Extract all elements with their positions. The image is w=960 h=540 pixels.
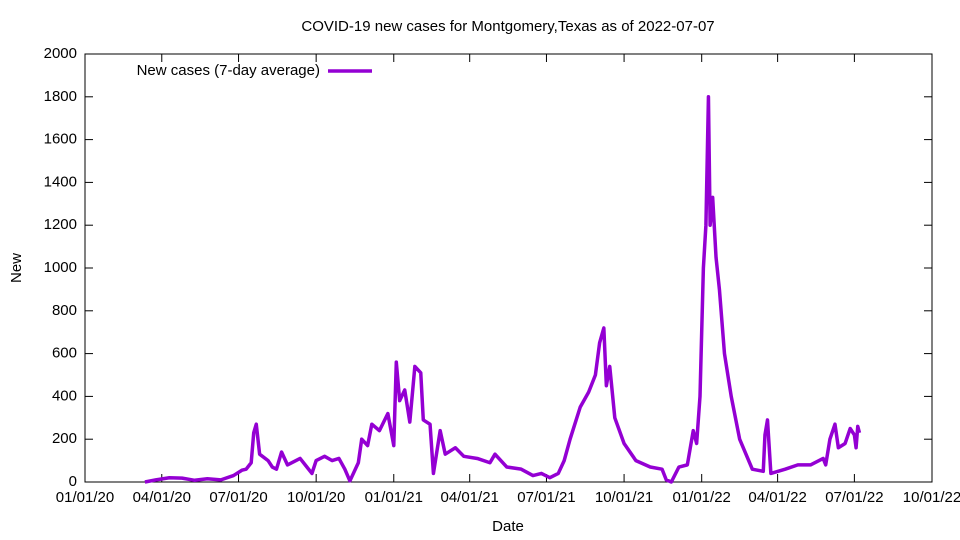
x-tick-label: 07/01/22: [825, 489, 883, 506]
legend-label: New cases (7-day average): [137, 62, 320, 79]
y-tick-label: 1400: [44, 173, 77, 190]
y-tick-label: 400: [52, 387, 77, 404]
x-tick-label: 10/01/20: [287, 489, 345, 506]
chart-title: COVID-19 new cases for Montgomery,Texas …: [301, 18, 714, 35]
x-tick-label: 07/01/20: [209, 489, 267, 506]
x-tick-label: 01/01/22: [672, 489, 730, 506]
plot-frame: [84, 53, 933, 483]
y-tick-label: 1000: [44, 259, 77, 276]
y-tick-label: 200: [52, 430, 77, 447]
x-tick-label: 04/01/21: [440, 489, 498, 506]
x-tick-label: 04/01/22: [748, 489, 806, 506]
y-tick-label: 0: [69, 473, 77, 490]
data-line: [144, 95, 862, 484]
x-tick-label: 01/01/20: [56, 489, 114, 506]
y-axis-label: New: [8, 253, 25, 283]
x-tick-label: 07/01/21: [517, 489, 575, 506]
x-tick-label: 01/01/21: [365, 489, 423, 506]
y-tick-label: 1600: [44, 131, 77, 148]
x-tick-label: 10/01/21: [595, 489, 653, 506]
y-tick-label: 2000: [44, 45, 77, 62]
x-tick-label: 10/01/22: [903, 489, 960, 506]
x-tick-label: 04/01/20: [133, 489, 191, 506]
y-tick-label: 1200: [44, 216, 77, 233]
y-tick-label: 1800: [44, 88, 77, 105]
y-tick-label: 600: [52, 345, 77, 362]
x-axis-label: Date: [492, 518, 524, 535]
y-tick-label: 800: [52, 302, 77, 319]
